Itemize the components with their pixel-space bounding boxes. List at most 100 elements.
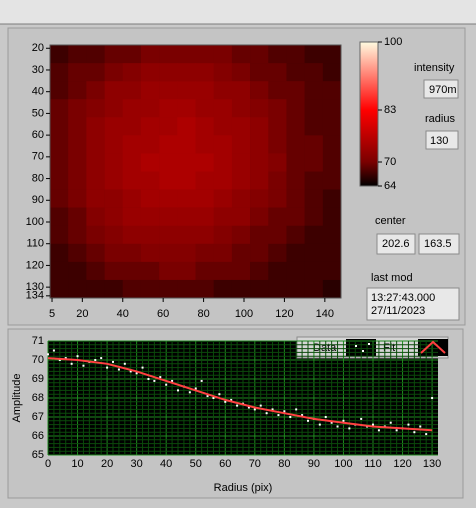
heat-cell	[268, 117, 287, 136]
heat-cell	[140, 207, 160, 227]
y-tick-label: 80	[32, 172, 44, 184]
x-tick-label: 100	[235, 308, 253, 320]
heat-cell	[268, 189, 287, 208]
heat-cell	[268, 171, 287, 190]
y-tick-label: 134	[26, 290, 44, 302]
heat-cell	[250, 99, 269, 118]
heat-cell	[104, 171, 124, 190]
heat-cell	[231, 117, 251, 136]
heat-cell	[195, 81, 214, 100]
data-point	[253, 408, 256, 411]
heat-cell	[140, 261, 160, 281]
heat-cell	[50, 171, 69, 190]
legend-dot	[368, 343, 370, 345]
heat-cell	[177, 117, 196, 136]
data-point	[307, 419, 309, 422]
legend-dot	[362, 350, 364, 352]
heat-cell	[104, 81, 124, 100]
heat-cell	[195, 189, 214, 208]
y-tick-label: 130	[26, 281, 44, 293]
data-point	[47, 353, 49, 356]
data-point	[206, 395, 209, 398]
data-point	[106, 366, 109, 369]
heat-cell	[140, 279, 160, 299]
heat-cell	[177, 279, 196, 299]
heat-cell	[322, 63, 342, 82]
x-tick-label: 50	[190, 458, 202, 470]
x-tick-label: 120	[275, 308, 293, 320]
legend-line	[420, 340, 446, 354]
x-tick-label: 140	[316, 308, 334, 320]
heat-cell	[304, 171, 324, 190]
heat-cell	[122, 171, 142, 190]
x-tick-label: 20	[101, 458, 113, 470]
intensity-display	[423, 79, 459, 99]
heat-cell	[231, 225, 251, 245]
data-point	[135, 372, 138, 375]
heat-cell	[213, 153, 233, 172]
heat-cell	[304, 189, 324, 208]
data-point	[94, 359, 97, 361]
data-point	[372, 423, 374, 426]
data-point	[271, 408, 274, 411]
last-mod-label: last mod	[371, 272, 413, 284]
heat-cell	[140, 135, 160, 154]
heat-cell	[231, 153, 251, 172]
data-point	[76, 355, 79, 358]
heat-cell	[68, 45, 87, 64]
heat-cell	[304, 225, 324, 245]
heat-cell	[50, 279, 69, 299]
heat-cell	[86, 207, 105, 227]
heat-cell	[213, 225, 233, 245]
heat-cell	[68, 63, 87, 82]
data-point	[200, 379, 203, 382]
heat-cell	[268, 81, 287, 100]
data-point	[277, 414, 280, 417]
y-tick-label: 90	[32, 194, 44, 206]
last-mod-display	[366, 287, 460, 321]
heat-cell	[195, 63, 214, 82]
heat-cell	[322, 99, 342, 118]
legend-dot	[355, 345, 357, 347]
data-point	[407, 423, 410, 426]
heat-cell	[304, 63, 324, 82]
heat-cell	[86, 99, 105, 118]
x-tick-label: 110	[364, 458, 382, 470]
heat-cell	[322, 261, 342, 281]
data-point	[431, 397, 434, 399]
heat-cell	[159, 63, 178, 82]
heat-cell	[122, 189, 142, 208]
heat-cell	[322, 225, 342, 245]
heat-cell	[322, 207, 342, 227]
heat-cell	[322, 81, 342, 100]
data-point	[171, 379, 174, 382]
data-point	[64, 357, 67, 360]
data-point	[330, 421, 333, 424]
data-point	[295, 408, 298, 411]
data-point	[100, 357, 103, 360]
heat-cell	[177, 171, 196, 190]
data-point	[188, 391, 191, 394]
heat-cell	[286, 189, 305, 208]
heat-cell	[68, 171, 87, 190]
heat-cell	[159, 189, 178, 208]
y-tick-label: 68	[32, 392, 44, 404]
heat-cell	[195, 45, 214, 64]
heat-cell	[104, 207, 124, 227]
heat-cell	[250, 63, 269, 82]
data-point	[153, 379, 156, 382]
heat-cell	[68, 135, 87, 154]
heat-cell	[177, 261, 196, 281]
heat-cell	[195, 153, 214, 172]
heat-cell	[286, 171, 305, 190]
heat-cell	[250, 207, 269, 227]
heat-cell	[286, 63, 305, 82]
heat-cell	[322, 135, 342, 154]
data-point	[147, 378, 150, 380]
heat-cell	[213, 279, 233, 299]
heat-cell	[250, 117, 269, 136]
heat-cell	[231, 63, 251, 82]
heat-cell	[86, 225, 105, 245]
heat-cell	[122, 279, 142, 299]
heat-cell	[104, 279, 124, 299]
